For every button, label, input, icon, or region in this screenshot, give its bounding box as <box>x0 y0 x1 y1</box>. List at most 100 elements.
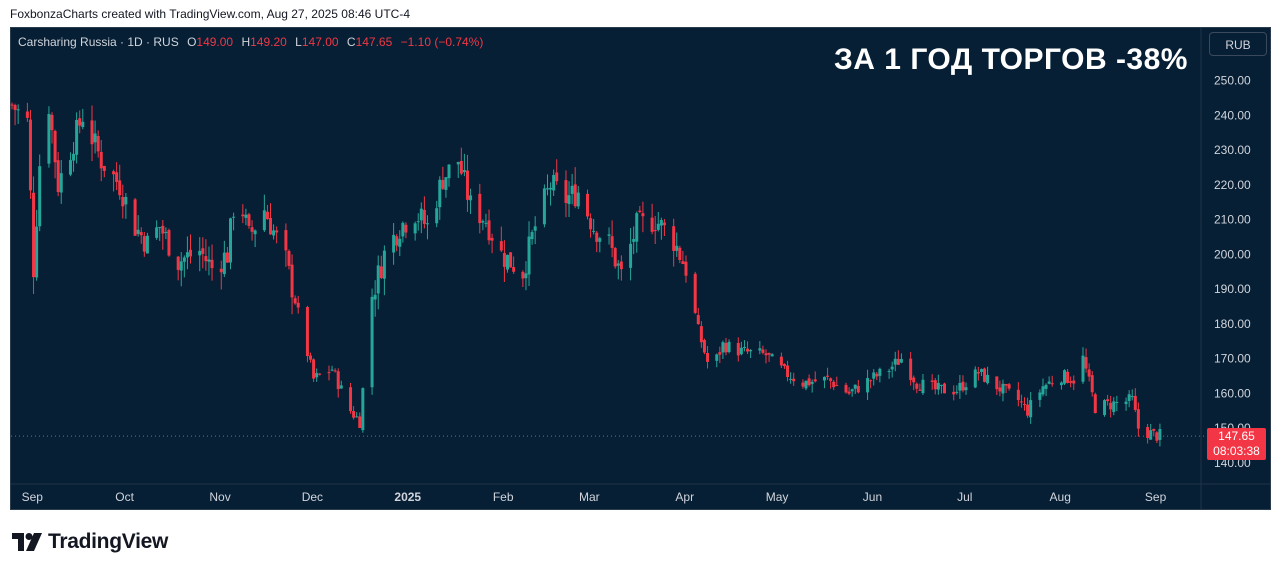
candle-body <box>1093 394 1097 414</box>
candle <box>68 152 72 177</box>
candle-body <box>1026 404 1030 416</box>
candle <box>684 255 688 283</box>
candle-body <box>1007 384 1011 389</box>
y-tick-label: 160.00 <box>1214 386 1251 400</box>
candle <box>176 256 180 281</box>
candle-body <box>481 221 485 223</box>
candle <box>1149 423 1153 440</box>
candle <box>465 154 469 212</box>
candle-body <box>290 264 294 298</box>
candle-body <box>1069 381 1073 383</box>
candle <box>401 221 405 243</box>
candle <box>198 237 202 272</box>
candle <box>232 212 236 231</box>
candle <box>164 227 168 240</box>
candle <box>502 240 506 283</box>
symbol-name: Carsharing Russia · 1D · RUS <box>18 35 179 49</box>
candle-body <box>724 342 728 353</box>
candle <box>50 112 54 144</box>
candle-body <box>659 219 663 226</box>
candle-body <box>952 391 956 395</box>
candle <box>269 203 273 235</box>
candle <box>736 337 740 362</box>
x-tick-label: Apr <box>675 490 694 504</box>
candle-body <box>487 220 491 241</box>
candle <box>133 197 137 237</box>
candle <box>1115 395 1119 412</box>
candle-body <box>629 243 633 268</box>
candle <box>1106 394 1110 406</box>
candle <box>613 246 617 269</box>
candle-body <box>912 377 916 383</box>
candle <box>786 360 790 382</box>
candle <box>379 255 383 280</box>
candle <box>1090 371 1094 397</box>
candle <box>309 352 313 363</box>
candle <box>124 192 128 219</box>
candle <box>139 227 143 244</box>
candle-body <box>1112 401 1116 412</box>
candle-body <box>13 105 17 110</box>
candle <box>813 371 817 383</box>
y-tick-label: 200.00 <box>1214 247 1251 261</box>
candle-body <box>524 273 528 279</box>
candle-body <box>312 359 316 379</box>
candle-body <box>736 342 740 356</box>
symbol-legend: Carsharing Russia · 1D · RUS O149.00 H14… <box>18 35 483 49</box>
candle-body <box>139 232 143 236</box>
candle <box>1059 381 1063 390</box>
candle-body <box>38 166 42 227</box>
candle <box>13 103 17 126</box>
candle <box>512 256 516 274</box>
candle-body <box>1063 370 1067 384</box>
candle-body <box>484 222 488 224</box>
candle-body <box>185 252 189 258</box>
high-label: H <box>241 35 251 49</box>
candle-body <box>930 380 934 382</box>
candle <box>404 222 408 239</box>
candle <box>567 181 571 218</box>
candle-body <box>1109 402 1113 410</box>
candle-body <box>75 119 79 155</box>
candle <box>35 209 39 281</box>
candle-body <box>1072 380 1076 384</box>
candle-body <box>219 268 223 273</box>
candle <box>549 182 553 206</box>
tradingview-brand[interactable]: TradingView <box>12 530 168 554</box>
candle <box>1109 395 1113 418</box>
candle-body <box>465 170 469 200</box>
candle-body <box>469 195 473 201</box>
x-tick-label: 2025 <box>394 490 421 504</box>
candle-body <box>309 355 313 360</box>
candle <box>155 220 159 240</box>
chart-panel[interactable] <box>10 27 1271 510</box>
candle <box>355 412 359 418</box>
candle-body <box>1044 384 1048 389</box>
candle <box>718 346 722 364</box>
candle-body <box>746 348 750 352</box>
candle <box>998 380 1002 397</box>
candle <box>59 160 63 204</box>
candle <box>822 376 826 389</box>
candle-body <box>641 213 645 217</box>
candle-body <box>118 180 122 196</box>
candle-body <box>490 237 494 241</box>
candle <box>629 228 633 281</box>
candle-body <box>1066 371 1070 383</box>
currency-button[interactable]: RUB <box>1209 32 1267 56</box>
candle <box>955 385 959 395</box>
candle-body <box>958 382 962 391</box>
candle <box>25 102 29 122</box>
candle-body <box>822 376 826 381</box>
candle-body <box>419 208 423 221</box>
candle-body <box>693 273 697 313</box>
candle <box>1016 382 1020 407</box>
candle <box>936 374 940 395</box>
tradingview-logo-icon <box>12 533 42 551</box>
candle <box>115 162 119 191</box>
candle-body <box>204 256 208 262</box>
candle <box>770 353 774 357</box>
candle-body <box>1127 394 1131 401</box>
candle-body <box>93 133 97 143</box>
